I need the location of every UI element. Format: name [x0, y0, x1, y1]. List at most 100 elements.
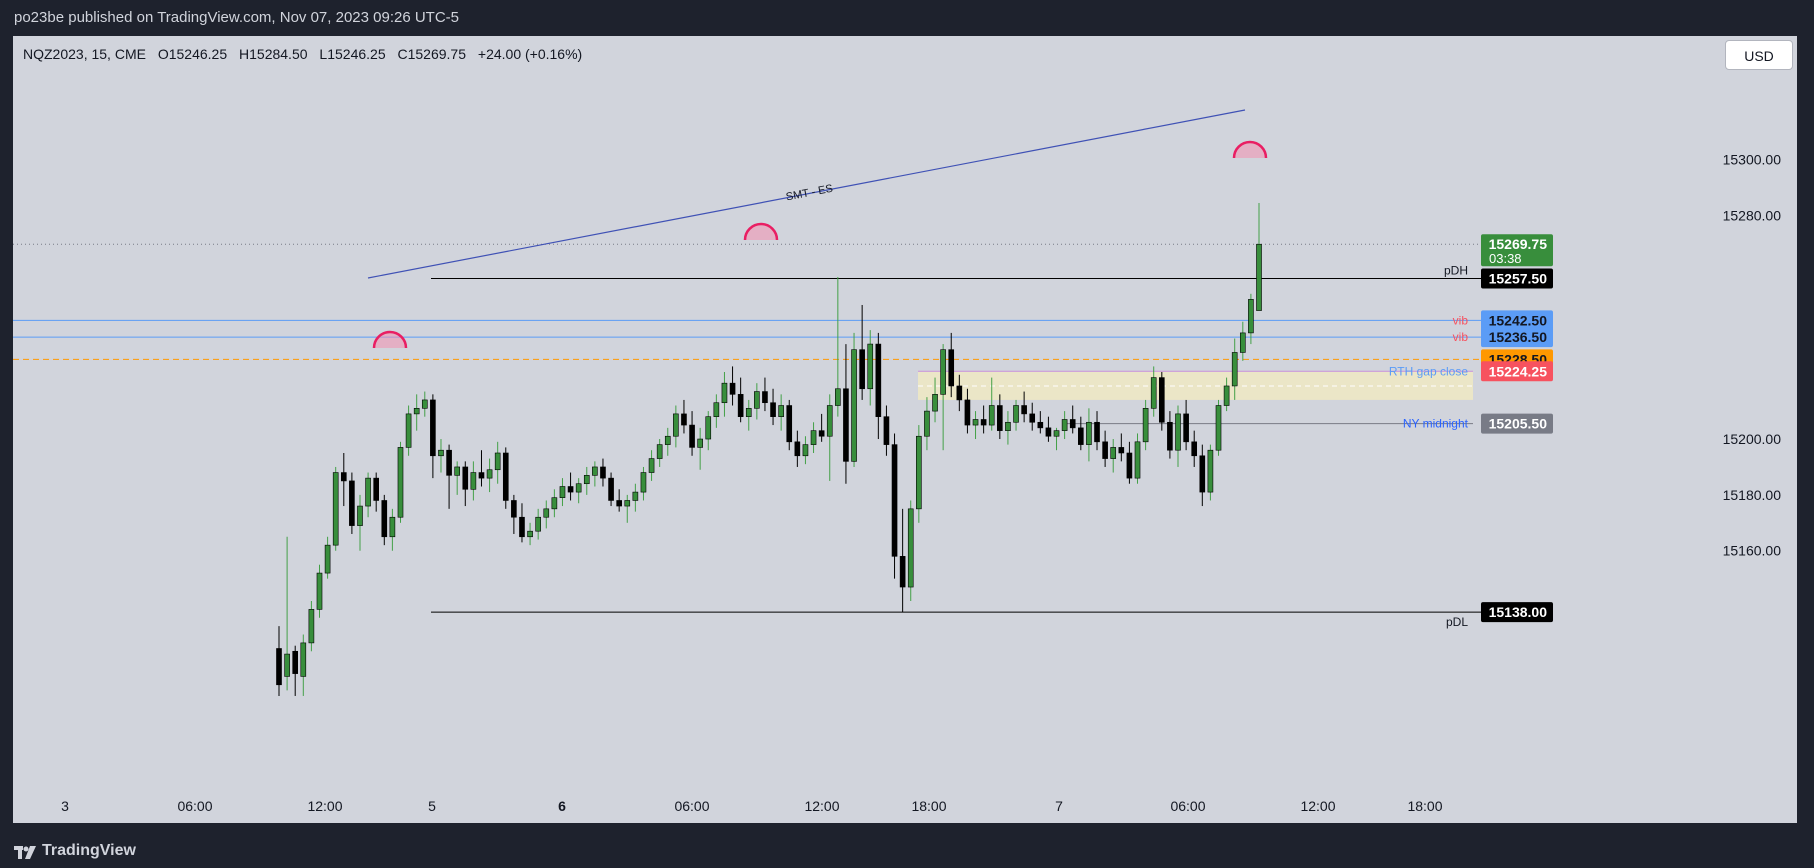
candle-body	[1102, 441, 1108, 459]
candle-body	[794, 441, 801, 457]
countdown-text: 03:38	[1489, 251, 1522, 266]
candlestick-chart[interactable]: 15300.00 15280.00 15200.00 15180.00 15160.00…	[13, 36, 1797, 823]
candle-body	[737, 394, 744, 417]
candle-body	[340, 472, 347, 482]
price-badge-text: 15205.50	[1489, 416, 1548, 432]
candle-body	[875, 343, 882, 417]
candle-body	[397, 447, 404, 518]
candle-body	[997, 405, 1003, 431]
x-tick-label: 18:00	[911, 798, 946, 814]
x-tick-label: 7	[1055, 798, 1063, 814]
candle-body	[673, 413, 679, 437]
smt-trendline-label: SMT - ES	[785, 183, 834, 204]
x-tick-label: 12:00	[1300, 798, 1335, 814]
candle-body	[697, 438, 703, 448]
candle-body	[843, 388, 849, 462]
candle-body	[502, 452, 509, 501]
candle-body	[818, 430, 825, 437]
published-text: po23be published on TradingView.com, Nov…	[14, 9, 460, 26]
candle-body	[365, 477, 371, 507]
candle-body	[462, 466, 469, 490]
chart-area[interactable]: 15300.00 15280.00 15200.00 15180.00 15160.00…	[13, 36, 1797, 823]
candle-body	[689, 424, 695, 448]
price-badge	[1481, 361, 1553, 382]
candle-body	[1223, 385, 1230, 406]
candle-body	[883, 416, 890, 445]
price-badge-text: 15269.75	[1489, 236, 1548, 252]
candle-body	[891, 444, 898, 557]
legend-symbol[interactable]: NQZ2023, 15, CME	[23, 46, 146, 62]
x-tick-label: 18:00	[1407, 798, 1442, 814]
candle-body	[511, 500, 517, 518]
candle-body	[494, 452, 501, 471]
candle-body	[575, 483, 582, 493]
candle-body	[373, 477, 380, 501]
candle-body	[754, 391, 760, 409]
candle-body	[608, 477, 614, 501]
candle-body	[924, 410, 930, 437]
price-badge	[1481, 310, 1553, 331]
candle-body	[721, 382, 728, 404]
candle-body	[1021, 405, 1027, 415]
x-tick-label: 06:00	[1170, 798, 1205, 814]
swing-high-highlight	[745, 224, 777, 240]
candle-body	[1069, 419, 1076, 429]
currency-button[interactable]: USD	[1725, 40, 1793, 70]
candle-body	[421, 399, 428, 409]
swing-high-arc	[743, 222, 779, 241]
candle-body	[1248, 299, 1254, 334]
candle-body	[632, 491, 639, 501]
candle-body	[835, 388, 841, 406]
price-badge	[1481, 327, 1553, 348]
candle-body	[948, 349, 955, 387]
candle-body	[988, 405, 995, 426]
candle-body	[916, 435, 922, 510]
price-badge	[1481, 268, 1553, 289]
x-tick-label: 12:00	[804, 798, 839, 814]
candle-body	[1118, 447, 1125, 454]
candle-body	[1094, 421, 1100, 443]
candle-body	[1134, 441, 1141, 479]
candle-body	[1231, 352, 1238, 387]
candle-body	[640, 472, 647, 493]
candle-body	[357, 505, 363, 526]
tradingview-logo-icon[interactable]	[14, 844, 38, 865]
candle-body	[438, 449, 444, 457]
candle-body	[681, 413, 687, 426]
candle-body	[446, 449, 452, 476]
candle-body	[1175, 413, 1181, 451]
y-tick-label: 15180.00	[1723, 487, 1782, 503]
price-badge-text: 15224.25	[1489, 363, 1548, 379]
candle-body	[1167, 421, 1173, 451]
candle-body	[316, 572, 323, 610]
candle-body	[972, 419, 979, 426]
smt-trendline	[367, 109, 1246, 279]
footer-bar: TradingView	[0, 836, 1814, 868]
candle-body	[600, 466, 606, 479]
candle-body	[932, 394, 938, 412]
candle-body	[1150, 377, 1157, 409]
candle-body	[1215, 405, 1222, 451]
legend-open: O15246.25	[157, 46, 228, 62]
y-tick-label: 15280.00	[1723, 208, 1782, 224]
candle-body	[332, 472, 339, 546]
candle-body	[405, 413, 412, 448]
candle-body	[1239, 332, 1246, 353]
candle-body	[713, 402, 720, 417]
candle-body	[324, 544, 331, 574]
legend-change: +24.00 (+0.16%)	[477, 46, 583, 62]
candle-body	[535, 516, 541, 532]
tradingview-brand[interactable]: TradingView	[42, 842, 136, 859]
candle-body	[1191, 441, 1198, 457]
y-tick-label: 15160.00	[1723, 543, 1782, 559]
candle-body	[478, 472, 485, 479]
candle-body	[292, 650, 299, 674]
candle-body	[349, 480, 355, 526]
candle-body	[810, 430, 817, 445]
candle-body	[1183, 413, 1189, 443]
y-tick-label: 15300.00	[1723, 152, 1782, 168]
candle-body	[1256, 243, 1262, 311]
level-label-pDL: pDL	[1446, 615, 1468, 629]
candle-body	[276, 648, 282, 686]
candle-body	[762, 391, 768, 404]
